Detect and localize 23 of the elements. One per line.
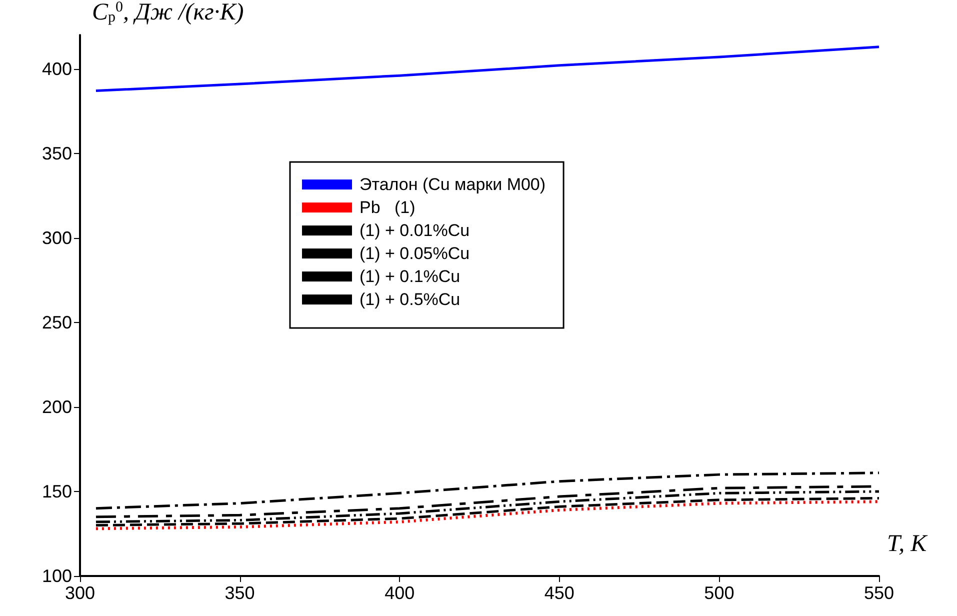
line-series — [94, 490, 880, 524]
legend-label: Pb (1) — [360, 198, 416, 217]
y-tick-label: 150 — [42, 481, 72, 502]
x-axis-title: T, K — [887, 531, 929, 557]
legend-label: (1) + 0.5%Cu — [360, 290, 460, 309]
y-tick-label: 200 — [42, 396, 72, 417]
y-tick-label: 350 — [42, 143, 72, 164]
x-tick-label: 400 — [384, 583, 415, 603]
legend-label: (1) + 0.01%Cu — [360, 221, 470, 240]
x-tick-label: 550 — [864, 583, 894, 603]
y-tick-label: 100 — [42, 566, 72, 586]
x-tick-label: 500 — [704, 583, 734, 603]
x-tick-label: 300 — [64, 583, 96, 603]
x-tick-label: 350 — [224, 583, 255, 603]
line-series — [94, 46, 880, 92]
legend-label: (1) + 0.05%Cu — [360, 244, 470, 263]
line-series — [94, 472, 880, 510]
y-tick-label: 250 — [42, 312, 72, 332]
legend-label: Эталон (Cu марки M00) — [360, 175, 546, 194]
y-tick-label: 300 — [42, 228, 72, 248]
y-tick-label: 400 — [42, 58, 72, 79]
legend-label: (1) + 0.1%Cu — [360, 267, 460, 286]
x-tick-label: 450 — [544, 583, 574, 603]
